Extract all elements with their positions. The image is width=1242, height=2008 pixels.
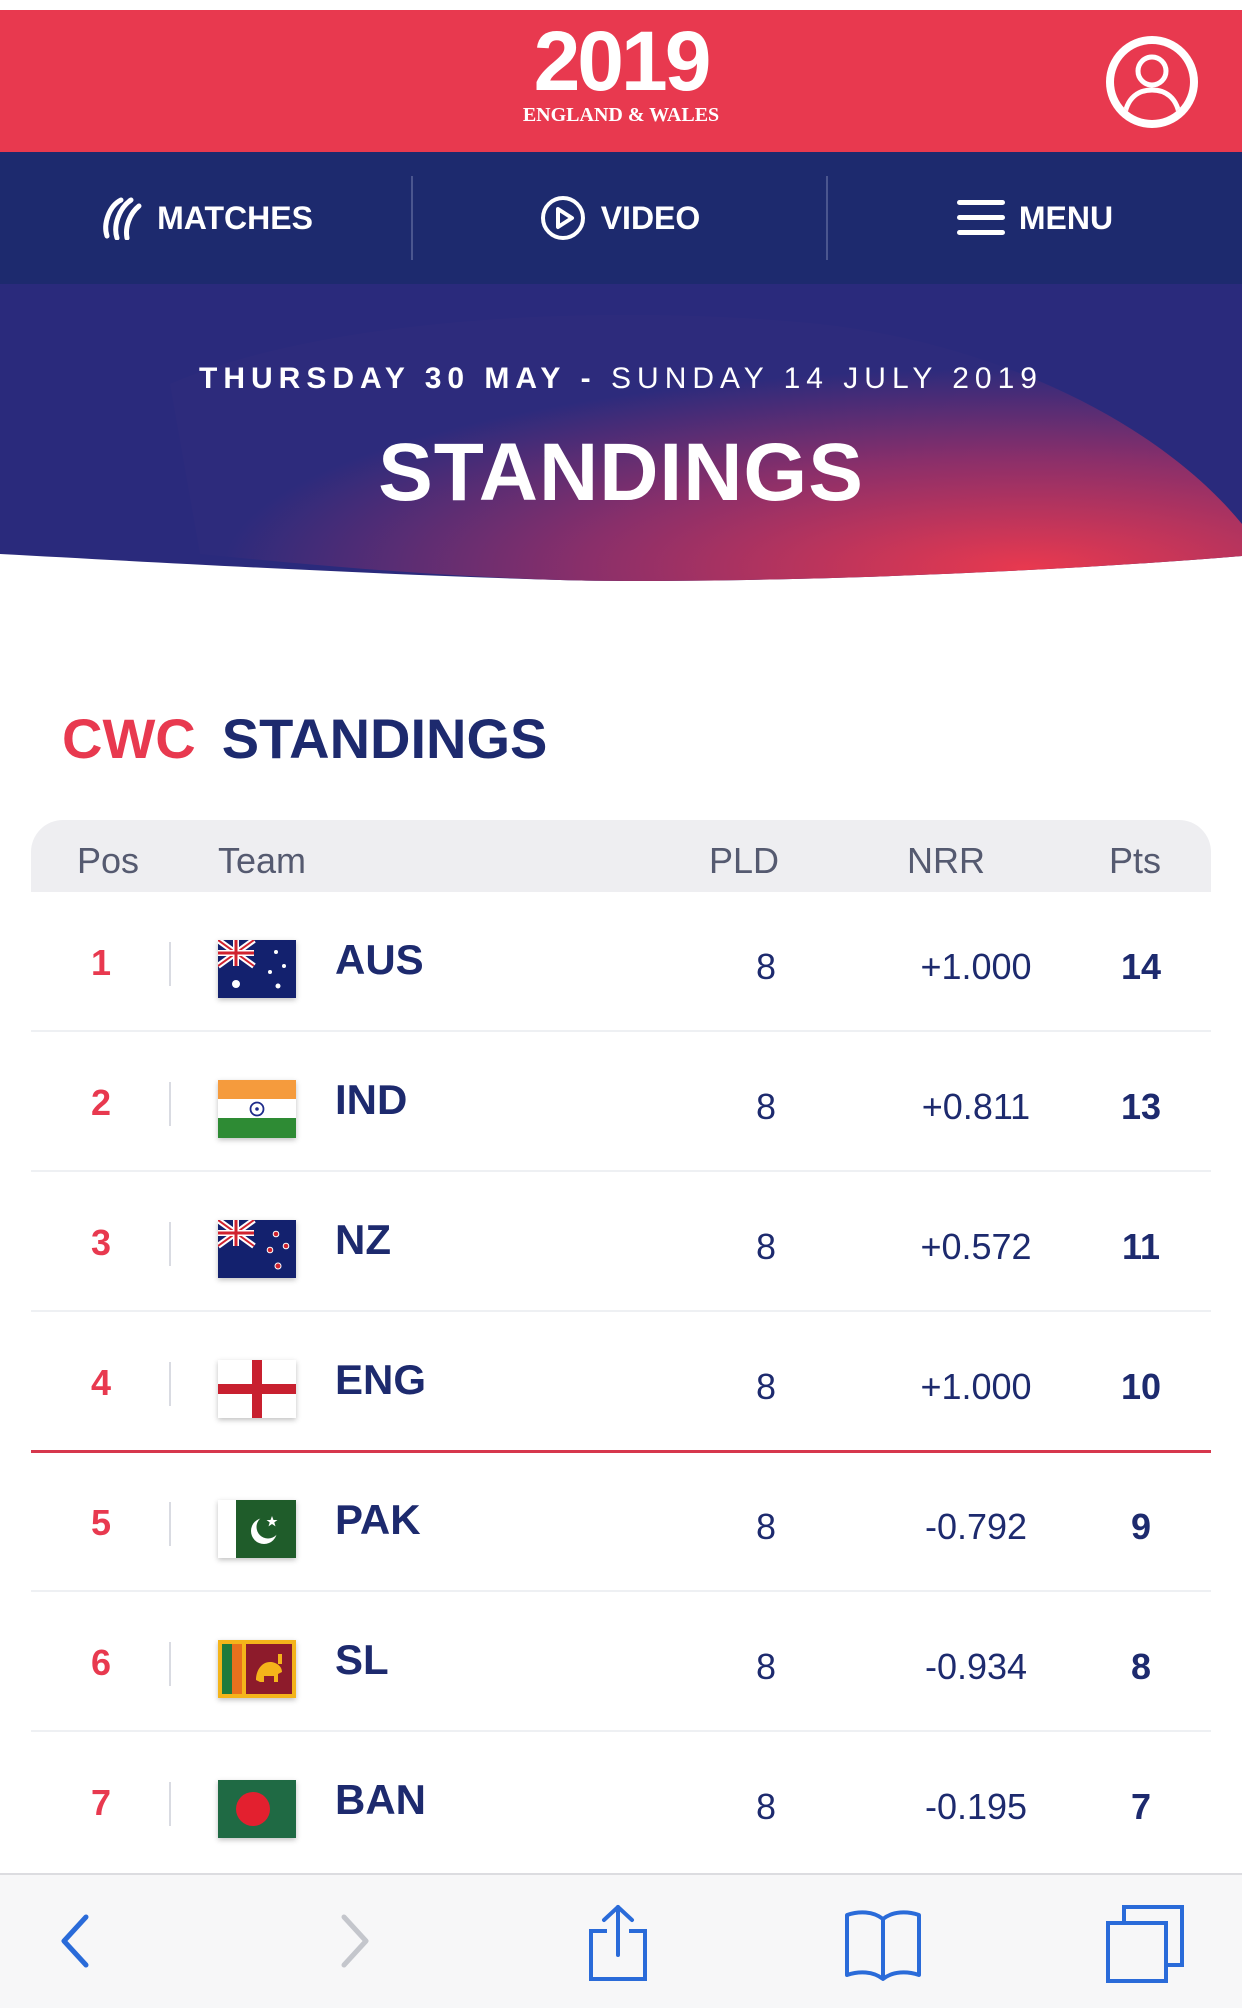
- row-position: 7: [90, 1782, 112, 1823]
- team-name: IND: [335, 1076, 408, 1123]
- new-zealand-flag-icon: [218, 1220, 296, 1278]
- points: 13: [1120, 1086, 1162, 1127]
- matches-played: 8: [755, 1646, 777, 1687]
- date-end: SUNDAY 14 JULY 2019: [611, 362, 1043, 395]
- back-icon[interactable]: [56, 1903, 96, 1984]
- section-heading-prefix: CWC: [62, 707, 196, 770]
- net-run-rate: -0.934: [924, 1646, 1028, 1687]
- hero-banner: THURSDAY 30 MAY - SUNDAY 14 JULY 2019 ST…: [0, 284, 1242, 584]
- share-icon[interactable]: [585, 1903, 651, 1988]
- play-icon: [540, 196, 585, 240]
- col-pos: Pos: [77, 840, 140, 881]
- standings-table-header: Pos Team PLD NRR Pts: [31, 820, 1211, 892]
- net-run-rate: +1.000: [920, 1366, 1032, 1407]
- header-top-edge: [0, 0, 1242, 10]
- nav-matches[interactable]: MATCHES: [0, 152, 412, 284]
- points: 10: [1120, 1366, 1162, 1407]
- nav-matches-label: MATCHES: [157, 199, 313, 236]
- hero-background: [0, 284, 1242, 581]
- nav-video[interactable]: VIDEO: [413, 152, 826, 284]
- nav-divider: [411, 176, 413, 260]
- row-position: 6: [90, 1642, 112, 1683]
- table-row[interactable]: 3 NZ 8 +0.572 11: [31, 1172, 1211, 1312]
- table-row[interactable]: 5 PAK 8 -0.792 9: [31, 1452, 1211, 1592]
- page-title: STANDINGS: [378, 427, 864, 518]
- team-name: AUS: [335, 936, 424, 983]
- col-pts: Pts: [1109, 840, 1162, 881]
- net-run-rate: +1.000: [920, 946, 1032, 987]
- england-flag-icon: [218, 1360, 296, 1418]
- net-run-rate: +0.572: [920, 1226, 1032, 1267]
- team-name: BAN: [335, 1776, 426, 1823]
- matches-played: 8: [755, 1366, 777, 1407]
- col-pld: PLD: [709, 840, 780, 881]
- row-divider: [169, 1502, 171, 1546]
- points: 7: [1130, 1786, 1152, 1827]
- matches-played: 8: [755, 1786, 777, 1827]
- points: 9: [1130, 1506, 1152, 1547]
- row-position: 3: [90, 1222, 112, 1263]
- forward-icon[interactable]: [334, 1903, 374, 1984]
- col-team: Team: [218, 840, 307, 881]
- bookmarks-icon[interactable]: [843, 1903, 923, 1988]
- team-name: ENG: [335, 1356, 427, 1403]
- australia-flag-icon: [218, 940, 296, 998]
- table-row[interactable]: 6 SL 8 -0.934 8: [31, 1592, 1211, 1732]
- date-start: THURSDAY 30 MAY: [199, 362, 567, 395]
- matches-played: 8: [755, 946, 777, 987]
- nav-divider: [826, 176, 828, 260]
- pakistan-flag-icon: [218, 1500, 296, 1558]
- row-divider: [169, 1082, 171, 1126]
- team-name: NZ: [335, 1216, 391, 1263]
- nav-video-label: VIDEO: [600, 199, 701, 236]
- cricket-ball-icon: [103, 197, 142, 240]
- team-name: PAK: [335, 1496, 421, 1543]
- row-divider: [169, 942, 171, 986]
- net-run-rate: +0.811: [921, 1086, 1031, 1127]
- col-nrr: NRR: [907, 840, 985, 881]
- browser-toolbar: [0, 1873, 1242, 2008]
- india-flag-icon: [218, 1080, 296, 1138]
- tournament-dates: THURSDAY 30 MAY - SUNDAY 14 JULY 2019: [0, 362, 1242, 396]
- points: 11: [1121, 1226, 1161, 1267]
- row-position: 1: [90, 942, 112, 983]
- table-row[interactable]: 2 IND 8 +0.811 13: [31, 1032, 1211, 1172]
- matches-played: 8: [755, 1506, 777, 1547]
- bangladesh-flag-icon: [218, 1780, 296, 1838]
- user-account-button[interactable]: [1106, 36, 1198, 128]
- site-header: 2019 ENGLAND & WALES: [0, 0, 1242, 152]
- table-row[interactable]: 4 ENG 8 +1.000 10: [31, 1312, 1211, 1453]
- matches-played: 8: [755, 1226, 777, 1267]
- tabs-icon[interactable]: [1104, 1903, 1186, 1990]
- points: 8: [1130, 1646, 1152, 1687]
- net-run-rate: -0.195: [924, 1786, 1028, 1827]
- section-heading-main: STANDINGS: [221, 707, 548, 770]
- logo-year: 2019: [533, 14, 712, 108]
- row-divider: [169, 1222, 171, 1266]
- row-position: 5: [90, 1502, 112, 1543]
- section-heading: CWC STANDINGS: [62, 706, 547, 771]
- table-row[interactable]: 1 AUS 8 +1.000 14: [31, 892, 1211, 1032]
- table-row[interactable]: 7 BAN 8 -0.195 7: [31, 1732, 1211, 1870]
- cwc-2019-logo[interactable]: 2019 ENGLAND & WALES: [510, 18, 732, 134]
- logo-subtitle: ENGLAND & WALES: [522, 104, 720, 126]
- net-run-rate: -0.792: [924, 1506, 1028, 1547]
- main-navigation: MATCHES VIDEO MENU: [0, 152, 1242, 284]
- row-divider: [169, 1642, 171, 1686]
- nav-menu-label: MENU: [1018, 199, 1114, 236]
- row-divider: [169, 1782, 171, 1826]
- sri-lanka-flag-icon: [218, 1640, 296, 1698]
- row-position: 2: [90, 1082, 112, 1123]
- matches-played: 8: [755, 1086, 777, 1127]
- nav-menu[interactable]: MENU: [828, 152, 1242, 284]
- user-account-icon: [1114, 44, 1190, 120]
- team-name: SL: [335, 1636, 389, 1683]
- hamburger-menu-icon: [956, 200, 1005, 235]
- row-position: 4: [90, 1362, 112, 1403]
- date-dash: -: [580, 362, 597, 395]
- points: 14: [1120, 946, 1162, 987]
- row-divider: [169, 1362, 171, 1406]
